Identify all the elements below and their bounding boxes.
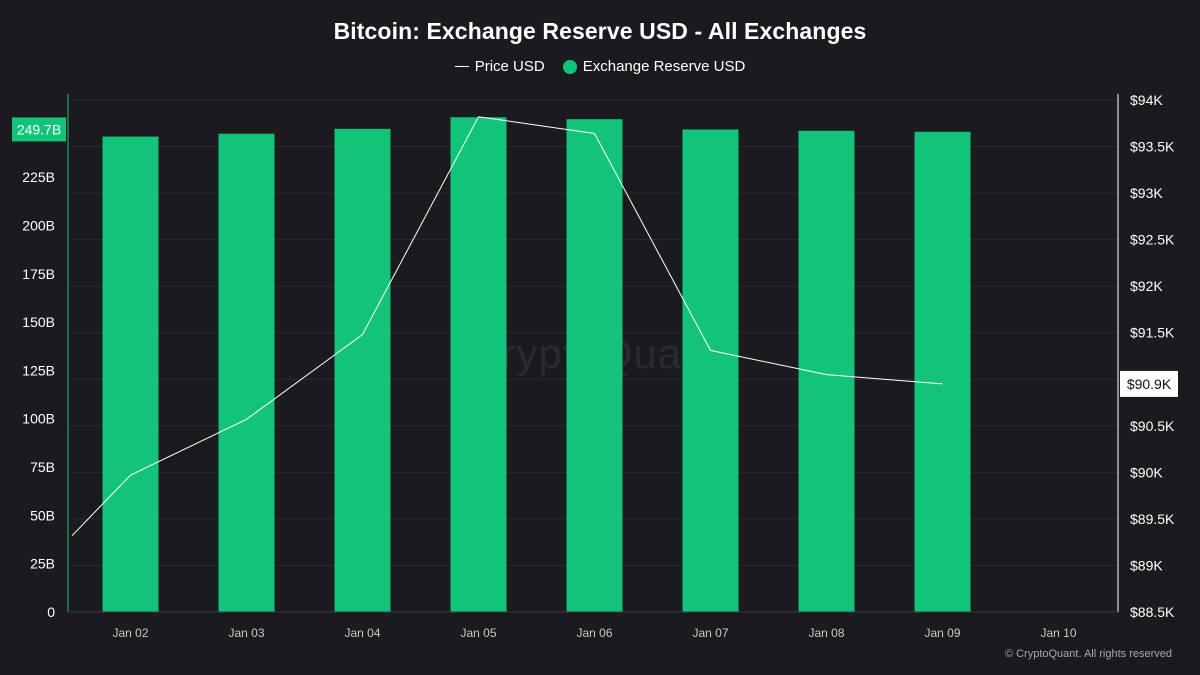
right-tick-label: $92K [1130,278,1163,294]
right-value-marker-label: $90.9K [1127,376,1172,392]
left-tick-label: 0 [47,604,55,620]
reserve-bar[interactable] [334,128,391,612]
left-tick-label: 25B [30,556,55,572]
left-value-marker [12,117,66,142]
right-tick-label: $91.5K [1130,325,1175,341]
right-tick-label: $89.5K [1130,511,1175,527]
left-tick-label: 125B [22,362,55,378]
reserve-bar[interactable] [914,131,971,612]
right-tick-label: $94K [1130,92,1163,108]
x-tick-label: Jan 09 [924,626,960,640]
reserve-bar[interactable] [450,117,507,613]
left-value-marker-label: 249.7B [17,121,61,137]
x-tick-label: Jan 05 [460,626,496,640]
left-tick-label: 50B [30,507,55,523]
left-tick-label: 175B [22,266,55,282]
left-tick-label: 225B [22,169,55,185]
reserve-bar[interactable] [798,130,855,613]
right-tick-label: $90.5K [1130,418,1175,434]
reserve-bar[interactable] [566,119,623,612]
legend-reserve-label: Exchange Reserve USD [582,58,746,75]
left-tick-label: 100B [22,411,55,427]
x-tick-label: Jan 10 [1040,626,1076,640]
x-tick-label: Jan 03 [228,626,264,640]
price-line[interactable] [71,116,943,537]
x-tick-label: Jan 08 [808,626,844,640]
reserve-bar[interactable] [682,129,739,612]
labels-layer: 0 25B 50B 75B 100B 125B 150B 175B 200B 225B $88.5K… [12,92,1178,640]
legend-item-reserve[interactable]: Exchange Reserve USD [562,58,746,75]
left-tick-label: 150B [22,314,55,330]
copyright-notice: © CryptoQuant. All rights reserved [1004,648,1172,660]
x-tick-label: Jan 04 [344,626,380,640]
legend-dot-icon [562,59,577,74]
legend-price-label: Price USD [474,58,545,75]
line-layer [71,116,943,537]
axes-layer [67,94,1119,613]
x-tick-label: Jan 02 [112,626,148,640]
right-tick-label: $92.5K [1130,232,1175,248]
reserve-bar[interactable] [218,133,275,612]
right-tick-label: $93K [1130,185,1163,201]
right-tick-label: $89K [1130,557,1163,573]
chart-title: Bitcoin: Exchange Reserve USD - All Exch… [333,18,867,44]
x-tick-label: Jan 06 [576,626,612,640]
left-tick-label: 200B [22,217,55,233]
left-tick-label: 75B [30,459,55,475]
right-tick-label: $93.5K [1130,139,1175,155]
x-tick-label: Jan 07 [692,626,728,640]
right-tick-label: $90K [1130,464,1163,480]
bars-layer [102,117,971,613]
legend: Price USD Exchange Reserve USD [0,58,1200,75]
legend-item-price[interactable]: Price USD [454,58,545,75]
legend-line-icon [454,66,469,67]
right-value-marker [1120,370,1178,397]
right-tick-label: $88.5K [1130,604,1175,620]
reserve-bar[interactable] [102,136,159,612]
